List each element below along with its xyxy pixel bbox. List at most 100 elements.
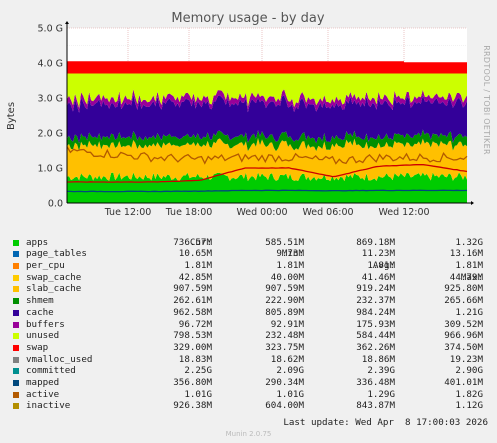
legend-avg: 2.39G [367,365,395,377]
header-avg: Avg: [372,260,395,272]
legend-max: 1.81M [455,260,483,272]
legend-row-unused: unused 798.53M 232.48M 584.44M 966.96M [12,330,492,342]
legend-min: 232.48M [265,330,304,342]
legend-name: apps [26,236,49,248]
last-update: Last update: Wed Apr 8 17:00:03 2026 [283,417,488,428]
legend-max: 1.32G [455,236,483,248]
legend-cur: 356.80M [173,376,212,388]
legend-swatch [13,344,19,351]
x-tick-label: Tue 12:00 [104,207,152,218]
y-tick-label: 1.0 G [38,164,64,175]
legend-cur: 1.81M [184,260,212,272]
legend-name: cache [26,306,54,318]
legend-cur: 262.61M [173,295,212,307]
y-axis-label: Bytes [6,102,17,130]
legend-max: 966.96M [444,330,483,342]
legend-max: 374.50M [444,341,483,353]
legend-name: buffers [26,318,65,330]
y-tick-label: 3.0 G [38,94,64,105]
legend-row-vmalloc-used: vmalloc_used 18.83M 18.62M 18.86M 19.23M [12,354,492,366]
legend-row-page-tables: page_tables 10.65M 9.73M 11.23M 13.16M [12,248,492,260]
legend-avg: 11.23M [361,248,395,260]
legend-name: swap_cache [26,271,82,283]
legend-cur: 907.59M [173,283,212,295]
legend-avg: 984.24M [356,306,395,318]
legend-cur: 42.85M [178,271,212,283]
line-mapped [67,189,468,193]
overlay-lines [66,146,468,193]
legend-min: 18.62M [270,353,304,365]
legend-swatch [13,239,19,246]
legend-min: 1.01G [276,388,304,400]
y-tick-label: 0.0 [48,199,63,210]
legend-name: mapped [26,376,60,388]
line-active [66,146,468,165]
legend-row-mapped: mapped 356.80M 290.34M 336.48M 401.01M [12,377,492,389]
legend-swatch [13,309,19,316]
x-tick-label: Tue 18:00 [165,207,213,218]
munin-version: Munin 2.0.75 [225,430,272,438]
legend-row-slab-cache: slab_cache 907.59M 907.59M 919.24M 925.80M [12,283,492,295]
legend-cur: 798.53M [173,330,212,342]
legend-max: 1.82G [455,388,483,400]
legend-name: inactive [26,400,71,412]
area-unused [67,73,467,108]
legend-avg: 1.29G [367,388,395,400]
legend-swatch [13,368,19,375]
legend-max: 925.80M [444,283,483,295]
legend-min: 604.00M [265,400,304,412]
header-max: Max: [460,271,483,283]
legend-cur: 926.38M [173,400,212,412]
legend: Cur: Min: Avg: Max: apps 736.57M 585.51M 86… [12,225,492,412]
legend-avg: 1.81M [367,260,395,272]
legend-avg: 584.44M [356,330,395,342]
legend-cur: 736.57M [173,236,212,248]
legend-min: 907.59M [265,283,304,295]
legend-avg: 843.87M [356,400,395,412]
area-swap [67,61,467,74]
legend-max: 309.52M [444,318,483,330]
legend-row-cache: cache 962.58M 805.89M 984.24M 1.21G [12,307,492,319]
legend-swatch [13,298,19,305]
area-cache [67,95,467,144]
legend-swatch [13,333,19,340]
x-tick-label: Wed 12:00 [378,207,429,218]
legend-row-swap-cache: swap_cache 42.85M 40.00M 41.46M 44.79M [12,272,492,284]
legend-row-inactive: inactive 926.38M 604.00M 843.87M 1.12G [12,400,492,412]
legend-cur: 329.00M [173,341,212,353]
legend-avg: 41.46M [361,271,395,283]
y-axis-arrow [65,21,69,24]
legend-swatch [13,321,19,328]
legend-max: 265.66M [444,295,483,307]
legend-swatch [13,263,19,270]
legend-cur: 1.01G [184,388,212,400]
legend-min: 2.09G [276,365,304,377]
legend-name: vmalloc_used [26,353,93,365]
legend-min: 585.51M [265,236,304,248]
axes [65,21,474,205]
area-buffers [67,89,467,113]
x-axis-arrow [471,201,474,205]
legend-max: 1.21G [455,306,483,318]
x-tick-label: Wed 00:00 [236,207,287,218]
legend-cur: 962.58M [173,306,212,318]
y-tick-label: 4.0 G [38,59,64,70]
legend-min: 323.75M [265,341,304,353]
line-inactive [67,164,468,183]
y-tick-labels: 0.0 1.0 G 2.0 G 3.0 G 4.0 G 5.0 G [38,24,64,210]
legend-min: 290.34M [265,376,304,388]
legend-min: 92.91M [270,318,304,330]
legend-max: 19.23M [449,353,483,365]
x-tick-label: Wed 06:00 [302,207,353,218]
legend-row-apps: apps 736.57M 585.51M 869.18M 1.32G [12,237,492,249]
area-shmem [67,129,467,152]
legend-row-shmem: shmem 262.61M 222.90M 232.37M 265.66M [12,295,492,307]
legend-name: committed [26,365,76,377]
legend-rows: apps 736.57M 585.51M 869.18M 1.32G page_table… [12,237,492,412]
legend-min: 1.81M [276,260,304,272]
legend-name: active [26,388,60,400]
legend-min: 222.90M [265,295,304,307]
legend-avg: 232.37M [356,295,395,307]
chart-title: Memory usage - by day [171,11,324,26]
